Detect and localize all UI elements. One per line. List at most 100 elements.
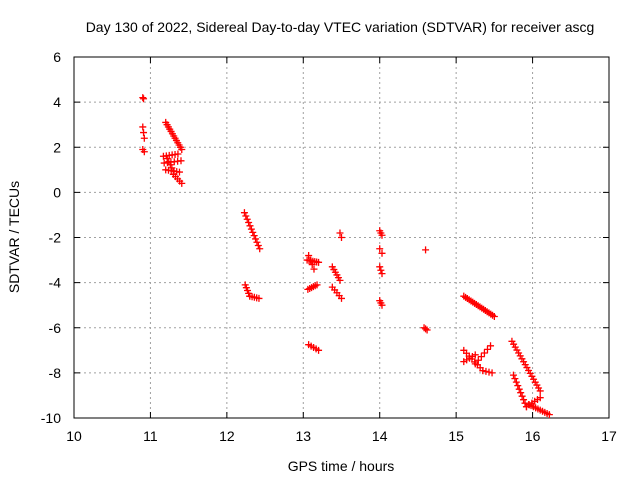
- x-tick-label: 13: [295, 428, 311, 444]
- y-tick-label: 4: [53, 94, 61, 110]
- data-point: [338, 234, 345, 241]
- x-tick-labels: 10 11 12 13 14 15 16 17: [66, 428, 617, 444]
- data-point: [482, 367, 490, 375]
- data-point: [175, 168, 183, 176]
- data-point: [471, 360, 479, 368]
- y-tick-label: -4: [49, 275, 62, 291]
- data-point: [520, 396, 528, 404]
- data-point: [174, 150, 182, 158]
- data-point: [509, 371, 517, 379]
- data-point: [246, 222, 254, 230]
- y-tick-labels: -10 -8 -6 -4 -2 0 2 4 6: [41, 49, 61, 426]
- data-point: [166, 161, 174, 169]
- data-point: [169, 167, 177, 175]
- data-point: [308, 261, 316, 269]
- data-point: [140, 129, 148, 137]
- data-point: [422, 325, 430, 333]
- data-point: [422, 246, 430, 254]
- data-point: [252, 235, 260, 243]
- y-tick-label: -6: [49, 320, 62, 336]
- data-point: [536, 387, 544, 395]
- data-point: [471, 351, 479, 359]
- data-point: [140, 134, 148, 142]
- data-point: [483, 345, 491, 353]
- data-point: [313, 281, 321, 289]
- data-point: [310, 265, 318, 273]
- data-point: [168, 164, 176, 172]
- data-point: [378, 301, 386, 309]
- x-tick-label: 12: [219, 428, 235, 444]
- data-point: [253, 238, 261, 246]
- data-point: [378, 231, 386, 239]
- data-point: [474, 356, 482, 364]
- data-point: [480, 349, 488, 357]
- y-tick-label: 2: [53, 139, 61, 155]
- y-axis-label: SDTVAR / TECUs: [6, 181, 22, 293]
- x-axis-label: GPS time / hours: [288, 458, 395, 474]
- data-points: [139, 94, 553, 419]
- x-tick-label: 16: [525, 428, 541, 444]
- data-point: [479, 367, 487, 375]
- data-point: [512, 378, 520, 386]
- chart-title: Day 130 of 2022, Sidereal Day-to-day VTE…: [86, 19, 595, 35]
- data-point: [250, 232, 258, 240]
- x-tick-label: 10: [66, 428, 82, 444]
- data-point: [315, 346, 323, 354]
- data-point: [243, 215, 251, 223]
- data-point: [306, 256, 314, 264]
- data-point: [376, 245, 384, 253]
- data-point: [338, 294, 345, 302]
- grid-lines: [74, 57, 609, 418]
- data-point: [177, 157, 185, 165]
- data-point: [488, 369, 496, 377]
- data-point: [139, 94, 147, 102]
- data-point: [140, 95, 148, 103]
- data-point: [336, 229, 344, 237]
- data-point: [315, 258, 323, 266]
- y-tick-label: -8: [49, 365, 62, 381]
- data-point: [521, 399, 529, 407]
- data-point: [256, 245, 264, 253]
- data-point: [178, 146, 186, 154]
- data-point: [514, 382, 522, 390]
- x-tick-label: 15: [448, 428, 464, 444]
- data-point: [490, 312, 498, 320]
- data-point: [378, 270, 386, 278]
- data-point: [378, 249, 386, 257]
- data-point: [518, 392, 526, 400]
- data-point: [249, 228, 257, 236]
- data-point: [376, 263, 384, 271]
- data-point: [178, 179, 186, 187]
- data-point: [139, 123, 147, 131]
- data-point: [477, 353, 485, 361]
- y-tick-label: 0: [53, 184, 61, 200]
- data-point: [255, 294, 263, 302]
- data-point: [485, 368, 493, 376]
- data-point: [487, 342, 495, 350]
- data-point: [254, 241, 262, 249]
- data-point: [242, 212, 250, 220]
- plot-frame: [73, 56, 610, 419]
- data-point: [163, 155, 171, 163]
- data-point: [423, 326, 431, 334]
- x-tick-label: 14: [372, 428, 388, 444]
- data-point: [545, 411, 553, 419]
- data-point: [511, 375, 519, 383]
- x-tick-label: 17: [601, 428, 617, 444]
- x-tick-label: 11: [143, 428, 158, 444]
- data-point: [165, 158, 173, 166]
- data-point: [140, 148, 148, 156]
- data-point: [247, 225, 255, 233]
- data-point: [240, 209, 248, 217]
- data-point: [305, 252, 313, 260]
- data-point: [536, 394, 544, 402]
- y-tick-label: -2: [49, 230, 62, 246]
- data-point: [245, 219, 253, 227]
- y-tick-label: -10: [41, 410, 61, 426]
- data-point: [336, 276, 344, 284]
- data-point: [377, 266, 385, 274]
- data-point: [517, 389, 525, 397]
- y-tick-label: 6: [53, 49, 61, 65]
- data-point: [515, 385, 523, 393]
